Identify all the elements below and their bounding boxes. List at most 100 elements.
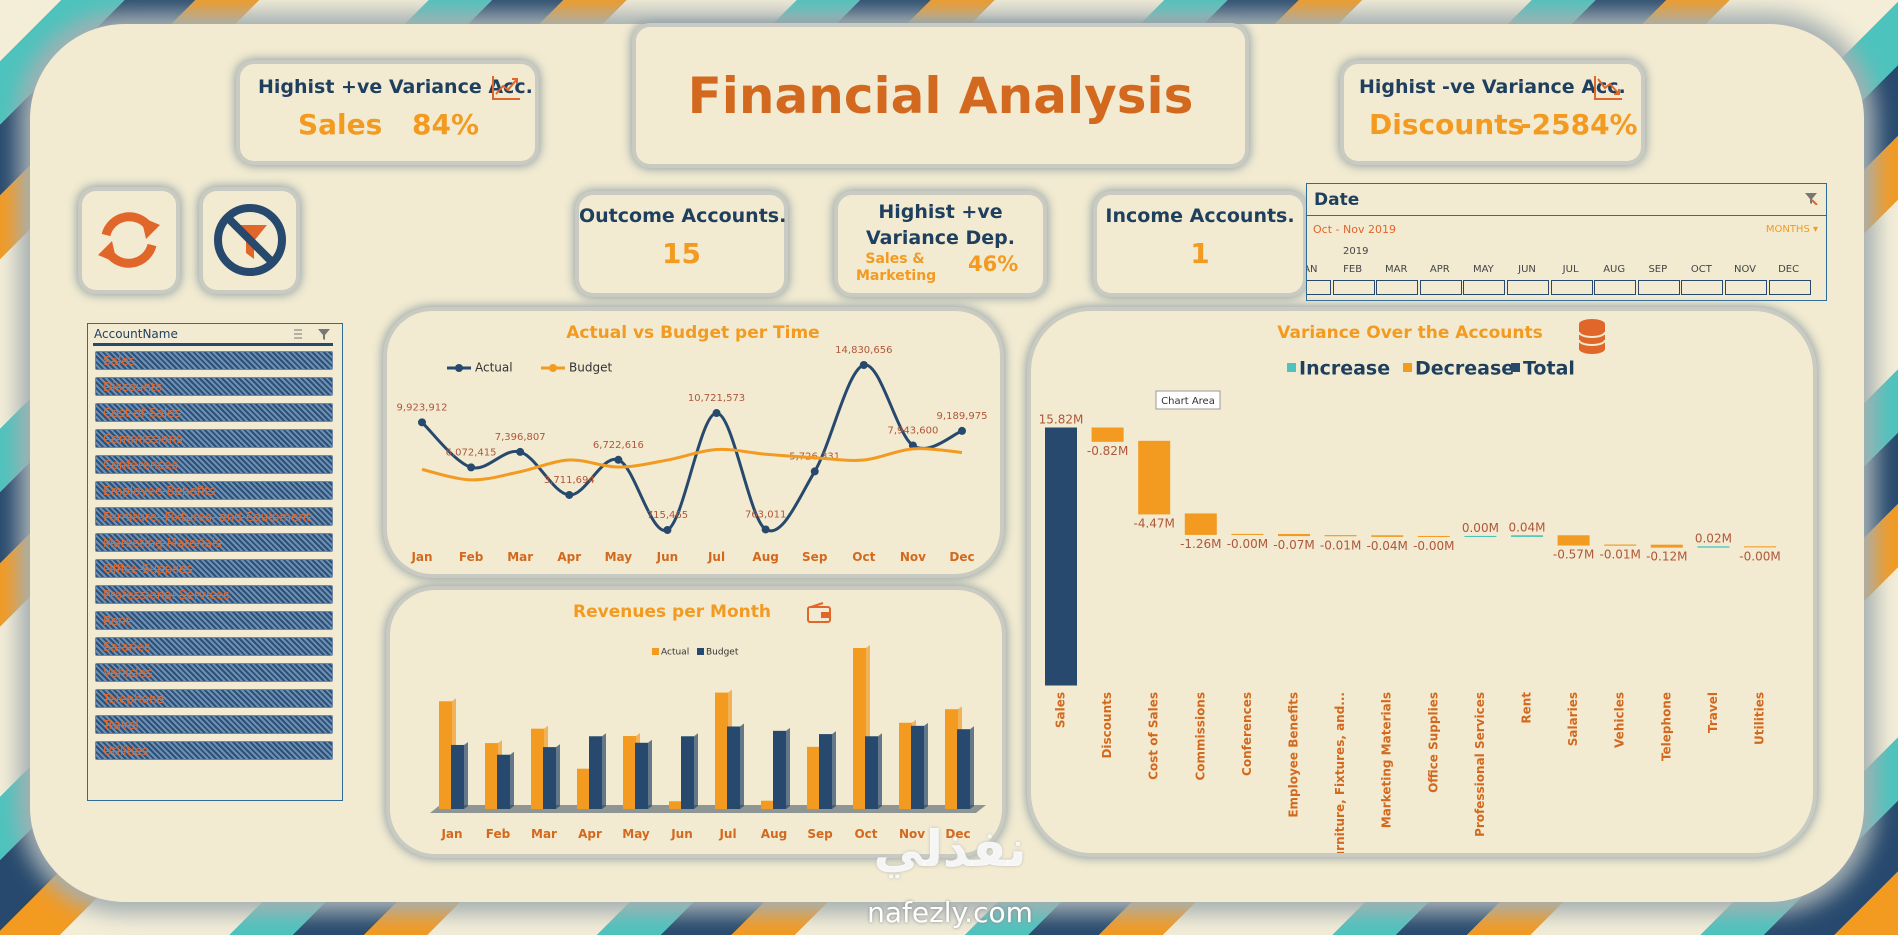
kpi-label: Highist +ve Variance Dep. [866, 201, 1015, 249]
timeline-cell[interactable] [1376, 280, 1419, 295]
x-tick-label: Apr [557, 550, 581, 564]
clear-filter-icon [214, 204, 286, 276]
month-label: AUG [1603, 264, 1626, 275]
x-tick-label: Jul [718, 827, 736, 841]
point-marker [467, 463, 476, 472]
data-label: -0.82M [1087, 444, 1128, 458]
x-tick-label: Utilities [1753, 692, 1767, 745]
waterfall-bar [1650, 544, 1683, 548]
data-label: -0.00M [1413, 539, 1454, 553]
slicer-item[interactable]: Office Supplies [95, 559, 333, 578]
kpi-value: 46% [968, 252, 1019, 276]
slicer-item[interactable]: Vehicles [95, 663, 333, 682]
slicer-item[interactable]: Commissions [95, 429, 333, 448]
clear-filter-icon[interactable] [1804, 191, 1818, 205]
bar-side [970, 726, 974, 809]
data-label: -0.00M [1227, 537, 1268, 551]
slicer-item[interactable]: Cost of Sales [95, 403, 333, 422]
legend-label: Budget [569, 361, 612, 375]
kpi-label: Highist +ve Variance Acc. [258, 76, 533, 98]
slicer-item[interactable]: Salaries [95, 637, 333, 656]
timeline-cell[interactable] [1681, 280, 1724, 295]
legend-label: Increase [1299, 358, 1390, 380]
kpi-positive-account: Highist +ve Variance Acc. Sales 84% [240, 64, 535, 161]
timeline-cell[interactable] [1419, 280, 1462, 295]
bar [623, 736, 636, 809]
bar-side [556, 744, 560, 809]
data-label: -4.47M [1133, 516, 1174, 530]
account-slicer[interactable]: AccountName Sales Discounts Cost of Sales C… [87, 323, 343, 801]
timeline-cell[interactable] [1637, 280, 1680, 295]
month-label: MAR [1384, 264, 1408, 275]
bar [727, 726, 740, 809]
data-label: 715,465 [647, 510, 688, 521]
bar [531, 728, 544, 809]
bar-side [878, 733, 882, 809]
slicer-item[interactable]: Marketing Materials [95, 533, 333, 552]
point-marker [565, 490, 574, 499]
slicer-header: Date [1314, 190, 1360, 210]
watermark-logo: نفذلي [873, 820, 1027, 878]
timeline-cell[interactable] [1725, 280, 1767, 295]
point-marker [810, 467, 819, 476]
slicer-item[interactable]: Utilities [95, 741, 333, 760]
kpi-value: -2584% [1520, 108, 1638, 141]
timeline-cell[interactable] [1507, 280, 1549, 295]
database-icon [1578, 319, 1606, 354]
data-label: 7,943,600 [887, 426, 938, 437]
timeline-cell[interactable] [1307, 280, 1331, 295]
point-marker [663, 526, 672, 534]
month-label: APR [1429, 264, 1450, 275]
data-label: -0.00M [1739, 549, 1780, 563]
point-marker [859, 361, 868, 369]
slicer-item[interactable]: Employee Benefits [95, 481, 333, 500]
series-line [421, 447, 963, 482]
timeline-cell[interactable] [1594, 280, 1637, 295]
x-tick-label: Telephone [1659, 692, 1673, 761]
bar [865, 736, 878, 809]
bar [911, 725, 924, 809]
chart-title: Revenues per Month [573, 602, 771, 622]
legend-swatch [1287, 363, 1296, 372]
x-tick-label: Dec [949, 550, 974, 564]
chart-title: Variance Over the Accounts [1277, 323, 1543, 343]
x-tick-label: Vehicles [1613, 692, 1627, 748]
clear-filter-button[interactable] [203, 191, 296, 290]
timeline-cell[interactable] [1768, 280, 1811, 295]
bar [807, 746, 820, 809]
data-label: 9,923,912 [397, 402, 448, 413]
slicer-item[interactable]: Furniture, Fixtures, and Equipment [95, 507, 333, 526]
month-label: SEP [1648, 264, 1668, 275]
slicer-item[interactable]: Conferences [95, 455, 333, 474]
month-label: JUN [1518, 264, 1536, 275]
time-level[interactable]: MONTHS ▾ [1765, 224, 1818, 235]
bar-side [648, 739, 652, 809]
slicer-header: AccountName [94, 327, 178, 341]
slicer-item[interactable]: Professional Services [95, 585, 333, 604]
x-tick-label: Professional Services [1473, 692, 1487, 837]
x-tick-label: Cost of Sales [1147, 692, 1161, 780]
legend-label: Actual [661, 648, 689, 658]
x-tick-label: Furniture, Fixtures, and... [1333, 692, 1347, 853]
refresh-button[interactable] [82, 191, 176, 290]
timeline-cell[interactable] [1463, 280, 1506, 295]
slicer-item[interactable]: Telephone [95, 689, 333, 708]
slicer-item[interactable]: Rent [95, 611, 333, 630]
slicer-item[interactable]: Discounts [95, 377, 333, 396]
bar-side [464, 741, 468, 809]
bar-side [786, 727, 790, 809]
slicer-icons[interactable] [288, 327, 336, 341]
slicer-item[interactable]: Travel [95, 715, 333, 734]
slicer-item[interactable]: Sales [95, 351, 333, 370]
waterfall-bar [1184, 513, 1217, 535]
timeline-cell[interactable] [1332, 280, 1375, 295]
kpi-name: Sales & Marketing [856, 251, 937, 284]
x-tick-label: Office Supplies [1426, 692, 1440, 793]
line-chart: Actual vs Budget per Time Jan Feb Mar Apr May… [397, 323, 988, 564]
data-label: 3,711,694 [544, 475, 595, 486]
date-timeline-slicer[interactable]: Date Oct - Nov 2019 MONTHS ▾ 2019 JAN FEB… [1306, 183, 1827, 301]
x-tick-label: Travel [1706, 692, 1720, 733]
bar-side [832, 731, 836, 809]
kpi-name: Sales [298, 108, 383, 141]
timeline-cell[interactable] [1550, 280, 1593, 295]
